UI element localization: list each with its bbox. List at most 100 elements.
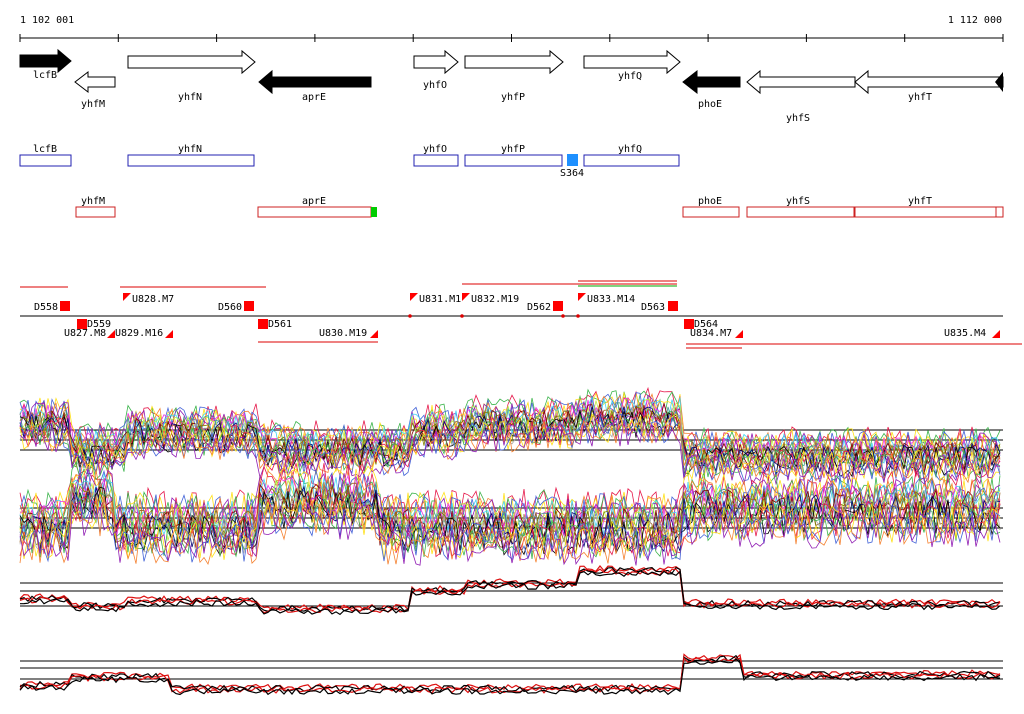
minus-box[interactable] <box>257 206 372 218</box>
gene-phoE[interactable]: phoE <box>682 69 741 110</box>
segment-label: D564 <box>694 319 718 330</box>
gene-arrow[interactable] <box>74 70 116 94</box>
gene-label: lcfB <box>33 70 57 81</box>
expression-series-line <box>19 501 1001 566</box>
gene-label: phoE <box>698 99 722 110</box>
segment-label: U831.M1 <box>419 294 461 305</box>
green-flag-marker <box>371 207 377 217</box>
plus-box-label: yhfP <box>501 144 525 155</box>
plus-box[interactable] <box>583 154 680 167</box>
coordinate-ruler: 1 102 001 1 112 000 <box>19 15 1004 42</box>
plus-box-label: yhfO <box>423 144 447 155</box>
segment-flag-icon[interactable] <box>370 330 378 338</box>
expression-series-line <box>19 410 1001 480</box>
start-coordinate-label: 1 102 001 <box>20 15 74 26</box>
gene-arrow[interactable] <box>127 49 256 75</box>
segment-marker[interactable] <box>553 301 563 311</box>
minus-box[interactable] <box>682 206 740 218</box>
gene-yhfS[interactable]: yhfS <box>746 69 856 124</box>
minus-box-label: aprE <box>302 196 326 207</box>
gene-yhfN[interactable]: yhfN <box>127 49 256 103</box>
end-coordinate-label: 1 112 000 <box>948 15 1002 26</box>
gene-arrow[interactable] <box>682 69 741 95</box>
plus-box[interactable] <box>19 154 72 167</box>
breakpoint-dot <box>576 314 580 318</box>
minus-box[interactable] <box>75 206 116 218</box>
segment-marker[interactable] <box>668 301 678 311</box>
gene-arrow[interactable] <box>854 69 1004 95</box>
segment-marker[interactable] <box>684 319 694 329</box>
breakpoint-dot <box>561 314 565 318</box>
segment-label: U829.M16 <box>115 328 163 339</box>
segment-marker[interactable] <box>77 319 87 329</box>
minus-box[interactable] <box>854 206 997 218</box>
feature-marker-label: S364 <box>560 168 584 179</box>
plus-box[interactable] <box>413 154 459 167</box>
gene-yhfQ[interactable]: yhfQ <box>583 49 681 82</box>
expression-series-line <box>19 402 1001 469</box>
gene-arrow[interactable] <box>19 48 72 74</box>
expression-series-line <box>19 415 1001 485</box>
segment-label: U827.M8 <box>64 328 106 339</box>
segment-flag-icon[interactable] <box>165 330 173 338</box>
expression-series-line <box>19 486 1001 555</box>
segment-flag-icon[interactable] <box>462 293 470 301</box>
arrow-cap-icon <box>995 72 1003 92</box>
gene-label: yhfO <box>423 80 447 91</box>
expression-series-line <box>19 491 1001 559</box>
segment-label: U835.M4 <box>944 328 986 339</box>
gene-aprE[interactable]: aprE <box>258 69 372 103</box>
breakpoint-dot <box>408 314 412 318</box>
gene-arrow[interactable] <box>464 49 564 75</box>
expression-series-line <box>19 656 1001 694</box>
minus-box-label: yhfT <box>908 196 932 207</box>
segment-flag-icon[interactable] <box>735 330 743 338</box>
segment-marker[interactable] <box>258 319 268 329</box>
gene-label: yhfS <box>786 113 810 124</box>
expression-panel-plus <box>19 386 1003 486</box>
segment-label: D559 <box>87 319 111 330</box>
plus-box[interactable] <box>127 154 255 167</box>
minus-box[interactable] <box>746 206 855 218</box>
segment-label: U833.M14 <box>587 294 635 305</box>
plus-strand-annotation-track: lcfB yhfN yhfO yhfP yhfQ S364 <box>19 144 680 179</box>
blue-flag-marker[interactable] <box>567 154 578 166</box>
segment-flag-icon[interactable] <box>992 330 1000 338</box>
segmentation-track: D558 U828.M7 D560 U831.M1 U832.M19 D562 … <box>20 280 1022 349</box>
gene-arrow[interactable] <box>746 69 856 95</box>
plus-box-label: yhfQ <box>618 144 642 155</box>
plus-box-label: lcfB <box>33 144 57 155</box>
segment-label: D563 <box>641 302 665 313</box>
segment-label: U830.M19 <box>319 328 367 339</box>
segment-marker[interactable] <box>244 301 254 311</box>
gene-arrow[interactable] <box>583 49 681 75</box>
expression-panel-minus <box>19 461 1003 566</box>
segment-label: D562 <box>527 302 551 313</box>
segment-flag-icon[interactable] <box>410 293 418 301</box>
gene-arrow[interactable] <box>413 49 459 75</box>
expression-series-line <box>19 392 1001 460</box>
gene-arrow[interactable] <box>258 69 372 95</box>
expression-series-line <box>19 657 1001 696</box>
segment-marker[interactable] <box>60 301 70 311</box>
segment-flag-icon[interactable] <box>578 293 586 301</box>
segment-label: D561 <box>268 319 292 330</box>
gene-yhfM[interactable]: yhfM <box>74 70 116 110</box>
gene-yhfP[interactable]: yhfP <box>464 49 564 103</box>
segment-label: D560 <box>218 302 242 313</box>
breakpoint-dot <box>460 314 464 318</box>
expression-series-line <box>19 496 1001 563</box>
segment-flag-icon[interactable] <box>107 330 115 338</box>
minus-strand-annotation-track: yhfM aprE phoE yhfS yhfT <box>75 196 1004 218</box>
minus-box-label: yhfM <box>81 196 105 207</box>
expression-series-line <box>19 413 1001 481</box>
gene-yhfO[interactable]: yhfO <box>413 49 459 91</box>
segment-flag-icon[interactable] <box>123 293 131 301</box>
expression-series-line <box>19 409 1001 480</box>
gene-lcfB[interactable]: lcfB <box>19 48 72 81</box>
gene-yhfT[interactable]: yhfT <box>854 69 1004 103</box>
minus-box-label: yhfS <box>786 196 810 207</box>
plus-box[interactable] <box>464 154 563 167</box>
gene-label: yhfP <box>501 92 525 103</box>
gene-label: yhfT <box>908 92 932 103</box>
